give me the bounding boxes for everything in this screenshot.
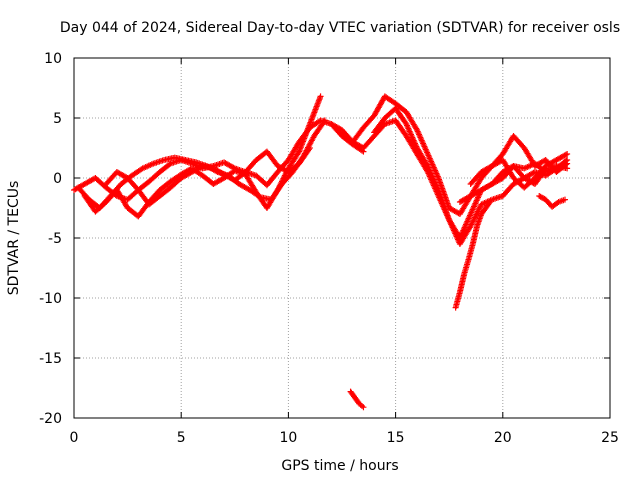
y-axis-label: SDTVAR / TECUs — [6, 181, 22, 296]
y-tick-label: -5 — [48, 231, 62, 247]
axis-ticks: 0 5 10 15 20 25 -20 -15 -10 -5 0 5 10 — [39, 51, 619, 446]
series-track-6 — [349, 93, 571, 217]
data-point — [320, 118, 327, 125]
x-tick-label: 15 — [387, 430, 405, 446]
y-tick-label: -10 — [39, 291, 62, 307]
data-point — [564, 157, 571, 163]
x-tick-label: 20 — [494, 430, 512, 446]
series-track-10 — [456, 163, 549, 205]
series-track-11 — [536, 193, 568, 210]
chart-title: Day 044 of 2024, Sidereal Day-to-day VTE… — [60, 20, 620, 36]
x-tick-label: 0 — [70, 430, 79, 446]
grid — [74, 58, 610, 418]
data-point — [562, 151, 569, 158]
data-marks — [71, 93, 571, 411]
y-tick-label: 5 — [53, 111, 62, 127]
data-point — [564, 151, 571, 157]
x-tick-label: 5 — [177, 430, 186, 446]
y-tick-label: -15 — [39, 351, 62, 367]
x-tick-label: 10 — [279, 430, 297, 446]
x-tick-label: 25 — [601, 430, 619, 446]
data-point — [542, 165, 549, 172]
y-tick-label: 10 — [44, 51, 62, 67]
data-point — [486, 199, 493, 205]
series-track-12 — [347, 388, 367, 411]
series-track-4 — [103, 145, 313, 208]
y-tick-label: -20 — [39, 411, 62, 427]
data-point — [321, 117, 328, 124]
data-point — [360, 404, 367, 411]
series-track-8 — [452, 199, 493, 311]
data-point — [562, 157, 569, 164]
x-axis-label: GPS time / hours — [281, 458, 398, 474]
data-point — [305, 146, 312, 153]
y-tick-label: 0 — [53, 171, 62, 187]
data-point — [486, 200, 493, 207]
data-point — [561, 196, 568, 203]
data-point — [306, 145, 313, 151]
data-point — [541, 166, 548, 173]
data-point — [317, 93, 324, 100]
series-track-3 — [81, 93, 324, 220]
